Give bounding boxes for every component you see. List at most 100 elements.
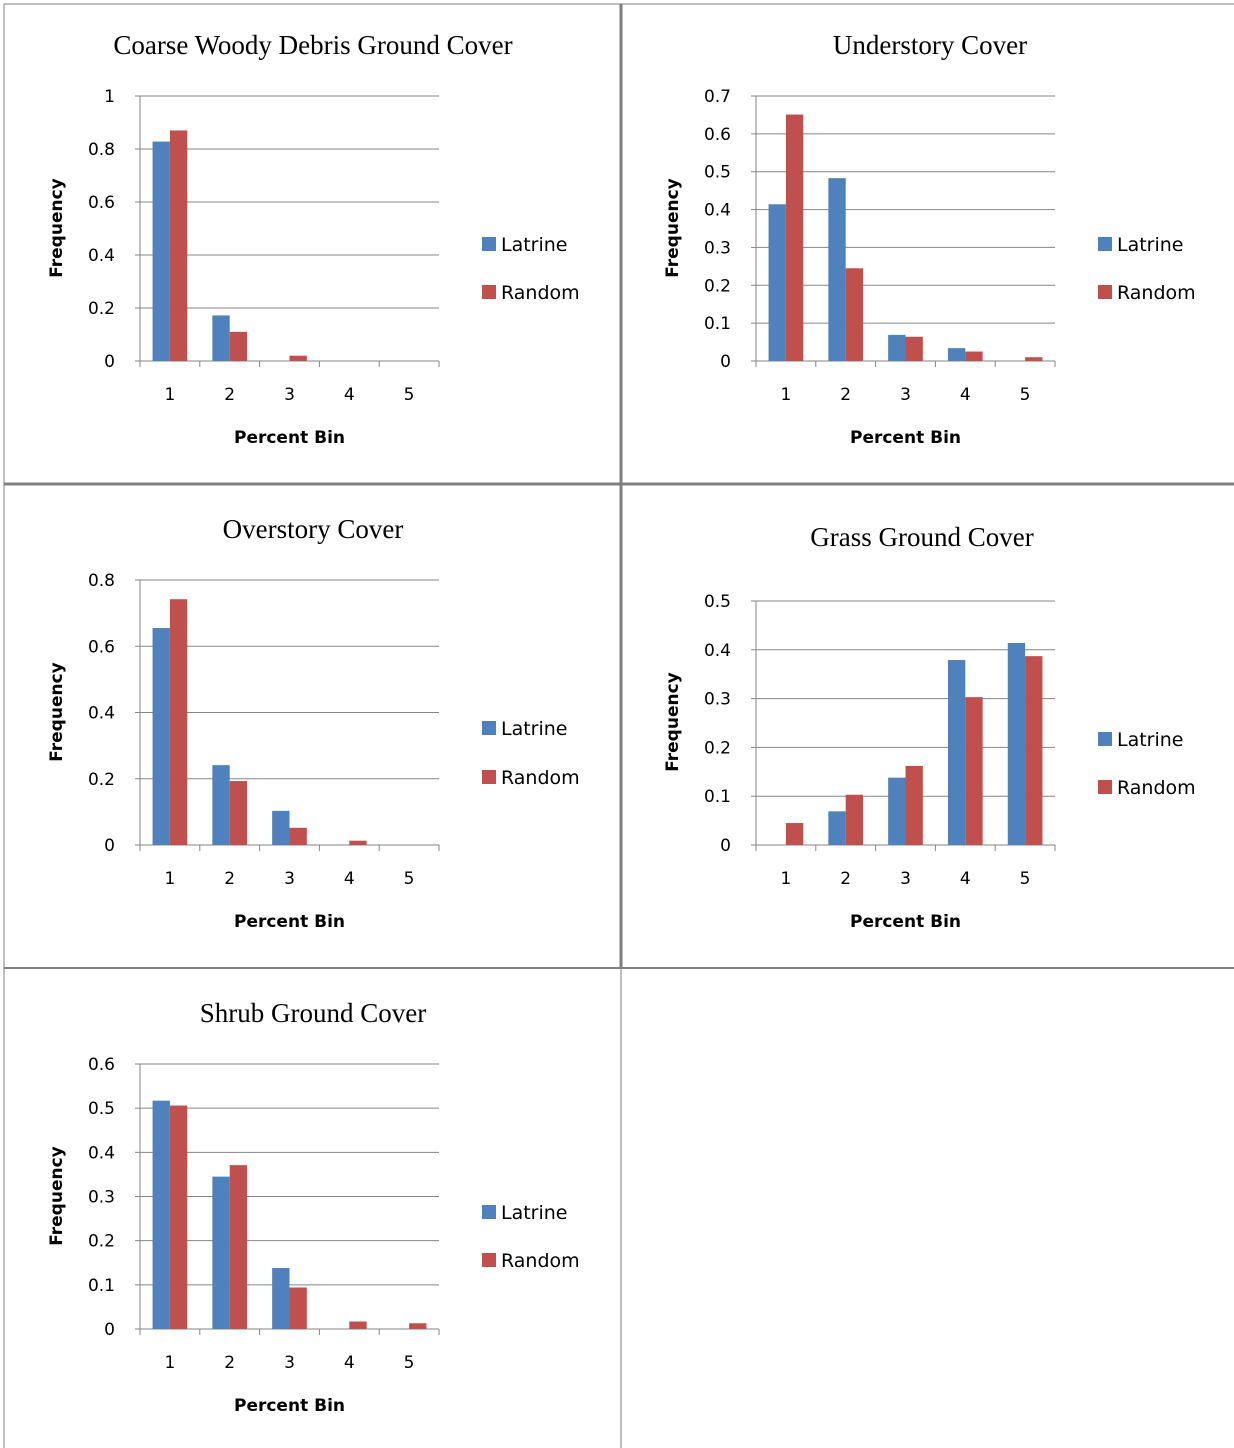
legend-label-latrine: Latrine — [1117, 729, 1184, 751]
y-tick-label: 0.2 — [704, 276, 731, 296]
x-tick-label: 4 — [344, 385, 355, 405]
chart-title: Shrub Ground Cover — [200, 998, 426, 1028]
x-tick-label: 2 — [840, 869, 851, 889]
legend-label-latrine: Latrine — [501, 1202, 568, 1224]
x-tick-label: 3 — [900, 385, 911, 405]
x-tick-label: 3 — [900, 869, 911, 889]
y-tick-label: 0.4 — [88, 1143, 115, 1163]
bar-random — [845, 794, 864, 845]
x-tick-label: 2 — [224, 869, 235, 889]
y-tick-label: 0.1 — [88, 1276, 115, 1296]
bar-random — [1025, 656, 1043, 845]
legend-swatch-latrine — [482, 721, 496, 735]
y-tick-label: 0.2 — [88, 770, 115, 790]
x-tick-label: 4 — [960, 385, 971, 405]
y-tick-label: 0.6 — [88, 637, 115, 657]
legend-swatch-random — [482, 770, 496, 784]
legend-label-random: Random — [501, 1250, 580, 1272]
y-tick-label: 0.4 — [704, 201, 731, 221]
x-tick-label: 1 — [164, 385, 175, 405]
y-tick-label: 0.3 — [88, 1188, 115, 1208]
y-tick-label: 1 — [104, 87, 115, 107]
bar-latrine — [828, 811, 846, 845]
bar-latrine — [152, 141, 170, 361]
bar-random — [409, 1323, 427, 1329]
x-tick-label: 5 — [404, 385, 415, 405]
x-tick-label: 1 — [164, 869, 175, 889]
y-axis-title: Frequency — [47, 662, 67, 762]
y-tick-label: 0.6 — [88, 1055, 115, 1075]
legend-swatch-random — [482, 1253, 496, 1267]
bar-random — [289, 355, 307, 361]
y-tick-label: 0 — [720, 836, 731, 856]
y-tick-label: 0.1 — [704, 787, 731, 807]
legend-swatch-random — [482, 285, 496, 299]
bar-random — [965, 697, 983, 845]
chart-title: Understory Cover — [833, 30, 1027, 60]
bar-latrine — [212, 765, 230, 845]
bar-random — [785, 114, 804, 361]
legend-label-random: Random — [1117, 777, 1196, 799]
y-tick-label: 0.1 — [704, 314, 731, 334]
y-tick-label: 0.3 — [704, 238, 731, 258]
legend-label-latrine: Latrine — [501, 234, 568, 256]
legend-swatch-random — [1098, 285, 1112, 299]
bar-latrine — [212, 1176, 230, 1329]
y-axis-title: Frequency — [663, 672, 683, 772]
bar-random — [289, 827, 307, 845]
bar-latrine — [828, 178, 846, 361]
x-axis-title: Percent Bin — [850, 912, 961, 932]
x-axis-title: Percent Bin — [234, 912, 345, 932]
y-tick-label: 0.2 — [704, 738, 731, 758]
y-tick-label: 0.4 — [88, 246, 115, 266]
x-tick-label: 5 — [404, 1353, 415, 1373]
y-tick-label: 0.2 — [88, 1232, 115, 1252]
bar-random — [905, 336, 923, 361]
bar-latrine — [152, 628, 170, 845]
x-axis-title: Percent Bin — [850, 428, 961, 448]
bar-random — [349, 1321, 367, 1329]
chart-title: Overstory Cover — [223, 514, 404, 544]
y-tick-label: 0.8 — [88, 140, 115, 160]
bar-latrine — [152, 1100, 170, 1329]
legend-label-latrine: Latrine — [501, 718, 568, 740]
x-tick-label: 1 — [780, 385, 791, 405]
y-tick-label: 0 — [104, 836, 115, 856]
bar-random — [349, 840, 367, 845]
x-tick-label: 1 — [164, 1353, 175, 1373]
bar-latrine — [272, 1268, 290, 1329]
y-tick-label: 0.2 — [88, 299, 115, 319]
y-tick-label: 0 — [104, 352, 115, 372]
bar-random — [1025, 357, 1043, 361]
bar-random — [229, 331, 248, 361]
bar-random — [169, 599, 188, 845]
legend-label-random: Random — [501, 767, 580, 789]
bar-latrine — [1007, 642, 1026, 845]
x-tick-label: 3 — [284, 385, 295, 405]
bar-random — [169, 1105, 188, 1329]
x-tick-label: 3 — [284, 1353, 295, 1373]
bar-random — [289, 1287, 307, 1329]
x-tick-label: 5 — [1020, 385, 1031, 405]
y-tick-label: 0.8 — [88, 571, 115, 591]
y-axis-title: Frequency — [663, 178, 683, 278]
y-tick-label: 0.4 — [704, 641, 731, 661]
x-tick-label: 5 — [1020, 869, 1031, 889]
legend-swatch-latrine — [1098, 237, 1112, 251]
legend-swatch-latrine — [482, 1205, 496, 1219]
y-tick-label: 0 — [720, 352, 731, 372]
y-axis-title: Frequency — [47, 178, 67, 278]
bar-latrine — [768, 204, 786, 361]
y-tick-label: 0.4 — [88, 704, 115, 724]
bar-latrine — [947, 660, 966, 845]
y-tick-label: 0.5 — [88, 1099, 115, 1119]
legend-label-random: Random — [501, 282, 580, 304]
legend-label-latrine: Latrine — [1117, 234, 1184, 256]
x-tick-label: 2 — [224, 1353, 235, 1373]
x-tick-label: 2 — [840, 385, 851, 405]
y-tick-label: 0 — [104, 1320, 115, 1340]
bar-latrine — [212, 315, 230, 361]
y-tick-label: 0.6 — [88, 193, 115, 213]
x-axis-title: Percent Bin — [234, 1396, 345, 1416]
